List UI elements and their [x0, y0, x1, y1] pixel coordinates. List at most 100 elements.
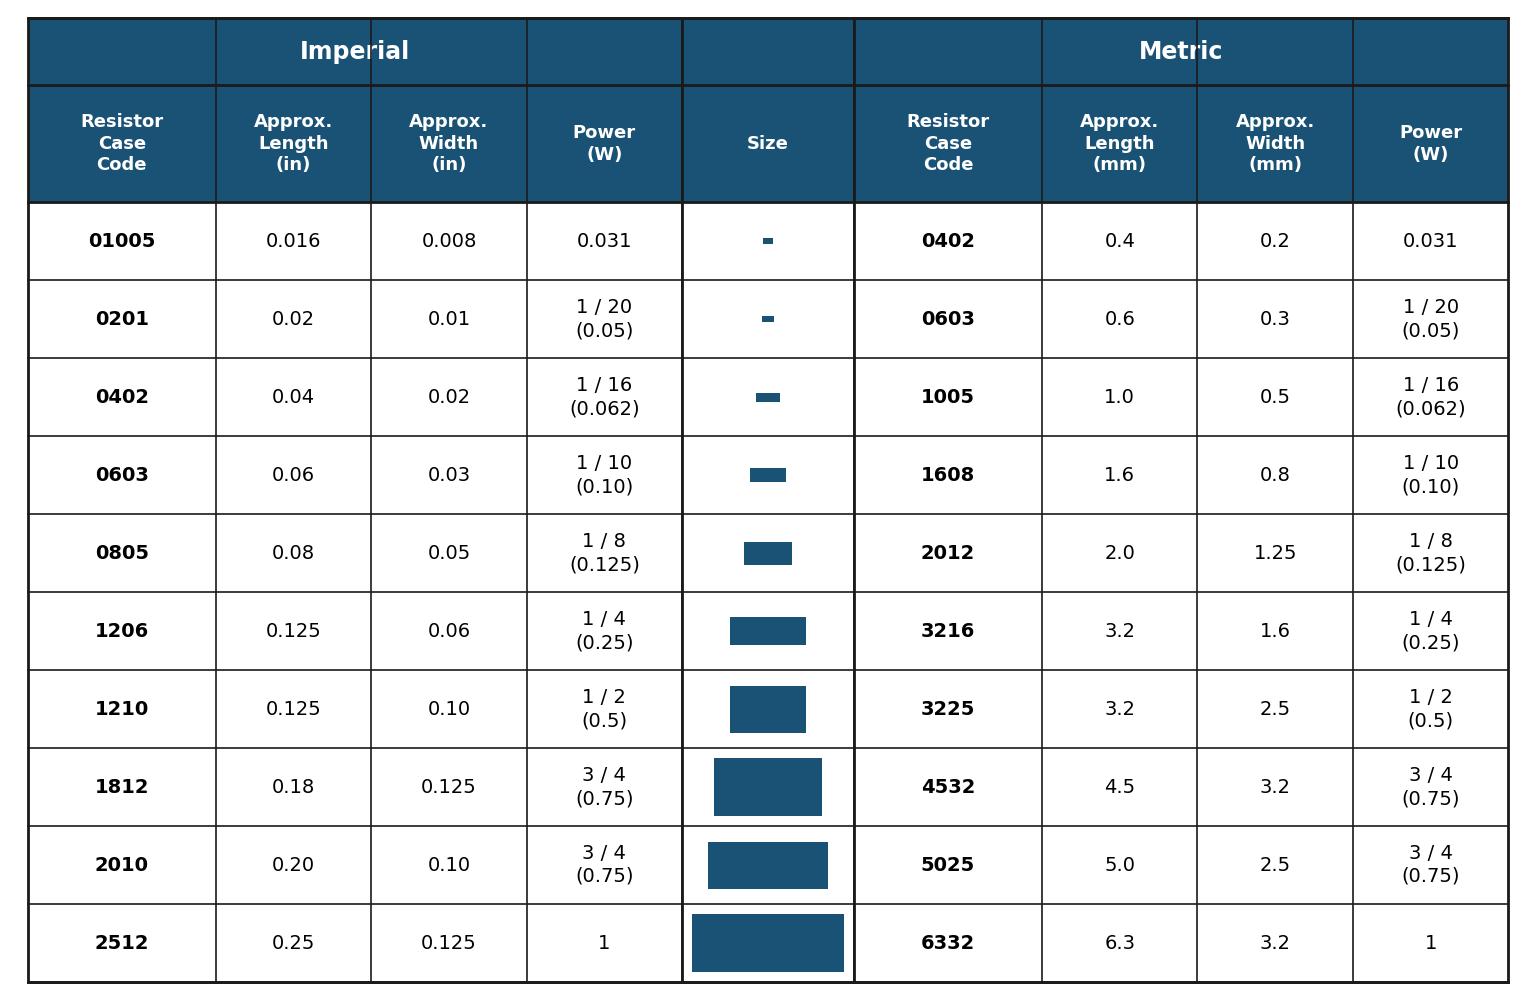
Bar — [527, 748, 682, 826]
Text: 3225: 3225 — [920, 699, 975, 718]
Bar — [1353, 671, 1508, 748]
Bar — [682, 202, 854, 281]
Bar — [682, 18, 854, 85]
Text: 1210: 1210 — [95, 699, 149, 718]
Bar — [743, 542, 793, 564]
Text: 1 / 20
(0.05): 1 / 20 (0.05) — [1401, 299, 1459, 340]
Text: Resistor
Case
Code: Resistor Case Code — [906, 113, 989, 175]
Text: 1.25: 1.25 — [1253, 544, 1296, 562]
Bar — [1198, 358, 1353, 436]
Bar — [682, 671, 854, 748]
Bar — [1041, 514, 1198, 592]
Bar — [1353, 826, 1508, 904]
Bar — [372, 904, 527, 982]
Bar — [1041, 358, 1198, 436]
Text: 3 / 4
(0.75): 3 / 4 (0.75) — [1401, 766, 1459, 808]
Text: 1 / 16
(0.062): 1 / 16 (0.062) — [1395, 376, 1465, 419]
Bar — [28, 904, 215, 982]
Bar — [693, 914, 843, 972]
Text: 1 / 8
(0.125): 1 / 8 (0.125) — [568, 533, 641, 574]
Text: Size: Size — [746, 135, 790, 153]
Bar — [527, 514, 682, 592]
Bar — [854, 358, 1041, 436]
Text: 3.2: 3.2 — [1104, 622, 1135, 641]
Text: 4532: 4532 — [920, 778, 975, 797]
Text: 2512: 2512 — [95, 933, 149, 952]
Bar — [215, 904, 372, 982]
Text: 1206: 1206 — [95, 622, 149, 641]
Text: 1 / 16
(0.062): 1 / 16 (0.062) — [568, 376, 639, 419]
Bar — [854, 18, 1508, 85]
Text: 0.2: 0.2 — [1260, 232, 1290, 251]
Text: 0.3: 0.3 — [1260, 310, 1290, 328]
Bar — [28, 281, 215, 358]
Bar — [682, 85, 854, 202]
Bar — [1041, 904, 1198, 982]
Bar — [1041, 281, 1198, 358]
Text: 1005: 1005 — [922, 388, 975, 407]
Text: 1: 1 — [598, 933, 611, 952]
Text: 0402: 0402 — [922, 232, 975, 251]
Bar — [1353, 436, 1508, 514]
Bar — [1041, 826, 1198, 904]
Text: 0.031: 0.031 — [1402, 232, 1458, 251]
Text: 0.125: 0.125 — [421, 778, 476, 797]
Bar — [1041, 202, 1198, 281]
Bar — [1353, 904, 1508, 982]
Text: Resistor
Case
Code: Resistor Case Code — [80, 113, 163, 175]
Text: 0.01: 0.01 — [427, 310, 470, 328]
Text: 0.031: 0.031 — [576, 232, 633, 251]
Bar — [750, 468, 786, 482]
Text: 0.25: 0.25 — [272, 933, 315, 952]
Bar — [215, 514, 372, 592]
Bar — [28, 748, 215, 826]
Bar — [682, 436, 854, 514]
Bar — [372, 592, 527, 671]
Text: 6332: 6332 — [922, 933, 975, 952]
Text: 0.02: 0.02 — [272, 310, 315, 328]
Bar — [854, 514, 1041, 592]
Text: 1 / 4
(0.25): 1 / 4 (0.25) — [1401, 610, 1459, 652]
Text: 2010: 2010 — [95, 856, 149, 875]
Text: 2.5: 2.5 — [1260, 856, 1290, 875]
Bar — [28, 826, 215, 904]
Bar — [730, 617, 806, 645]
Bar — [854, 904, 1041, 982]
Bar — [708, 842, 828, 889]
Bar — [527, 202, 682, 281]
Bar — [1353, 85, 1508, 202]
Bar — [527, 592, 682, 671]
Bar — [1041, 85, 1198, 202]
Bar — [714, 758, 822, 816]
Bar — [1198, 514, 1353, 592]
Text: 1.6: 1.6 — [1104, 466, 1135, 485]
Text: 0.03: 0.03 — [427, 466, 470, 485]
Text: 0201: 0201 — [95, 310, 149, 328]
Text: 0.125: 0.125 — [266, 699, 321, 718]
Bar — [854, 826, 1041, 904]
Text: 0.6: 0.6 — [1104, 310, 1135, 328]
Bar — [730, 685, 806, 732]
Bar — [215, 85, 372, 202]
Bar — [682, 592, 854, 671]
Text: 1.0: 1.0 — [1104, 388, 1135, 407]
Bar — [527, 281, 682, 358]
Text: 0.02: 0.02 — [427, 388, 470, 407]
Text: 3 / 4
(0.75): 3 / 4 (0.75) — [574, 766, 634, 808]
Text: 0.125: 0.125 — [421, 933, 476, 952]
Bar — [1198, 592, 1353, 671]
Bar — [372, 281, 527, 358]
Text: 1 / 8
(0.125): 1 / 8 (0.125) — [1395, 533, 1465, 574]
Text: Approx.
Length
(mm): Approx. Length (mm) — [1080, 113, 1160, 175]
Text: 1 / 2
(0.5): 1 / 2 (0.5) — [1407, 688, 1453, 730]
Bar — [28, 514, 215, 592]
Bar — [682, 358, 854, 436]
Text: 0603: 0603 — [95, 466, 149, 485]
Bar — [682, 904, 854, 982]
Bar — [854, 281, 1041, 358]
Text: 2.5: 2.5 — [1260, 699, 1290, 718]
Text: 0.06: 0.06 — [272, 466, 315, 485]
Bar — [854, 202, 1041, 281]
Text: 3.2: 3.2 — [1260, 778, 1290, 797]
Bar — [372, 436, 527, 514]
